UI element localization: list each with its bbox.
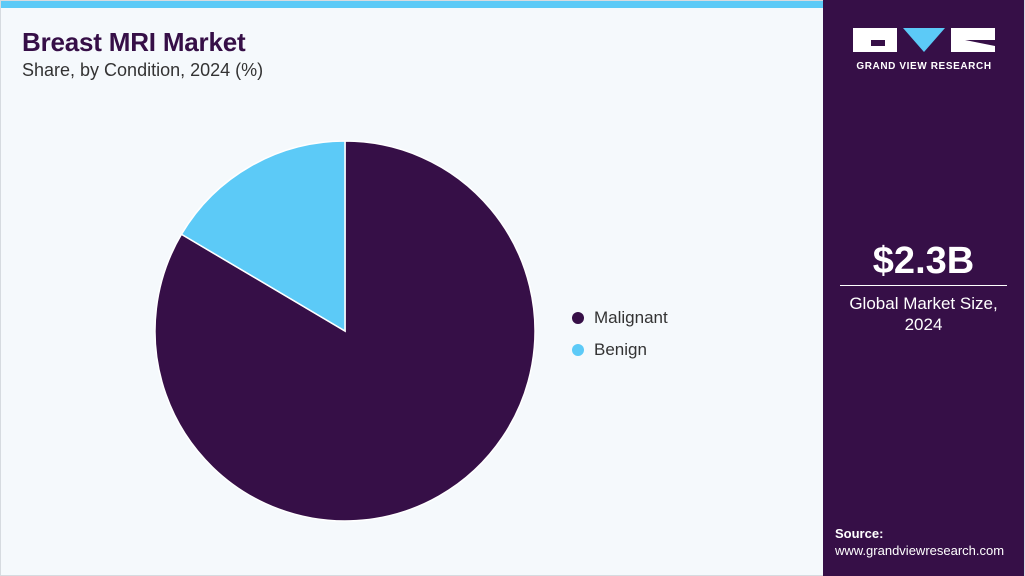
pie-chart [154,140,536,522]
accent-top-bar [1,1,823,8]
source-link[interactable]: www.grandviewresearch.com [835,543,1005,558]
sidebar-panel: GRAND VIEW RESEARCH $2.3B Global Market … [823,0,1024,576]
legend: Malignant Benign [572,302,668,366]
legend-swatch-malignant [572,312,584,324]
chart-title: Breast MRI Market [22,27,246,57]
legend-item-benign: Benign [572,334,668,366]
market-value-label-line1: Global Market Size, [849,294,998,313]
market-value-label-line2: 2024 [904,315,943,334]
pie-slice-benign [180,140,346,333]
value-divider [840,285,1007,286]
market-value-label: Global Market Size, 2024 [823,293,1024,335]
source-label: Source: [835,526,884,541]
logo-text: GRAND VIEW RESEARCH [856,61,992,72]
company-logo: GRAND VIEW RESEARCH [853,28,995,72]
legend-item-malignant: Malignant [572,302,668,334]
legend-label-benign: Benign [594,340,647,359]
market-value: $2.3B [872,240,975,282]
logo-mark-icon [853,28,995,52]
chart-subtitle: Share, by Condition, 2024 (%) [22,60,264,80]
legend-label-malignant: Malignant [594,308,668,327]
legend-swatch-benign [572,344,584,356]
